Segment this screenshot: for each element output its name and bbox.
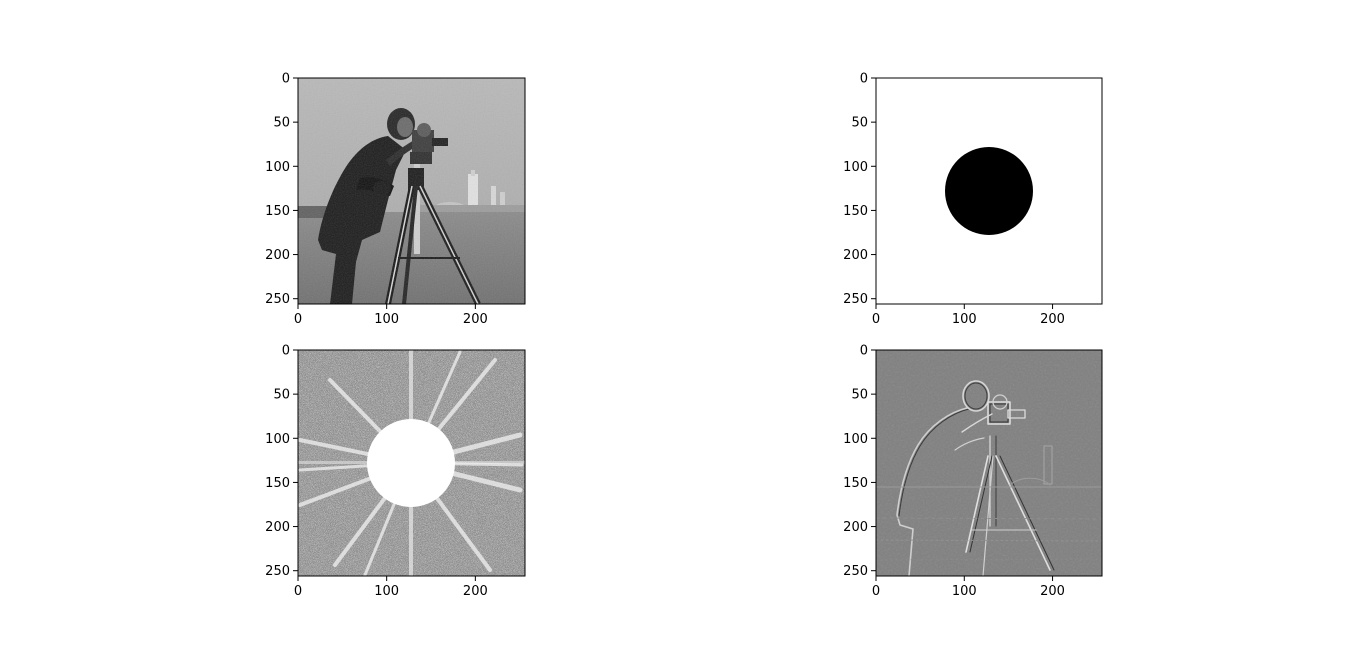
x-axis: 0 100 200: [872, 304, 1065, 327]
y-tick-label: 0: [860, 72, 868, 87]
axes-frame: [875, 77, 1103, 305]
y-tick-label: 150: [265, 204, 290, 219]
y-tick-label: 0: [860, 344, 868, 359]
y-tick-label: 50: [273, 116, 290, 131]
x-tick-label: 0: [872, 584, 880, 599]
x-axis: 0 100 200: [294, 576, 488, 599]
x-tick-label: 200: [1040, 312, 1065, 327]
y-tick-label: 200: [265, 520, 290, 535]
y-tick-label: 50: [851, 116, 868, 131]
x-tick-label: 200: [463, 312, 488, 327]
y-axis: 0 50 100 150 200 250: [265, 72, 298, 307]
axes-original: 0 100 200 0 50 100 150 200 250: [265, 72, 526, 327]
y-axis: 0 50 100 150 200 250: [843, 72, 876, 307]
x-axis: 0 100 200: [872, 576, 1065, 599]
x-tick-label: 100: [952, 584, 977, 599]
y-tick-label: 150: [843, 476, 868, 491]
x-tick-label: 0: [872, 312, 880, 327]
x-tick-label: 0: [294, 312, 302, 327]
x-tick-label: 200: [1040, 584, 1065, 599]
y-tick-label: 150: [843, 204, 868, 219]
axes-mask: 0 100 200 0 50 100 150 200 250: [843, 72, 1103, 327]
y-tick-label: 100: [265, 160, 290, 175]
y-tick-label: 100: [843, 160, 868, 175]
axes-masked-spectrum: 0 100 200 0 50 100 150 200 250: [265, 344, 526, 599]
x-tick-label: 100: [952, 312, 977, 327]
axes-frame: [297, 349, 526, 577]
axes-frame: [297, 77, 526, 305]
photo-original: [298, 78, 525, 304]
y-tick-label: 100: [265, 432, 290, 447]
y-tick-label: 150: [265, 476, 290, 491]
y-tick-label: 200: [843, 248, 868, 263]
x-tick-label: 0: [294, 584, 302, 599]
y-tick-label: 200: [265, 248, 290, 263]
y-tick-label: 50: [851, 388, 868, 403]
spectrum-masked-disk: [367, 419, 455, 507]
y-tick-label: 0: [282, 344, 290, 359]
x-tick-label: 200: [463, 584, 488, 599]
y-tick-label: 200: [843, 520, 868, 535]
y-tick-label: 250: [843, 292, 868, 307]
axes-high-pass-result: 0 100 200 0 50 100 150 200 250: [843, 344, 1103, 599]
y-tick-label: 250: [265, 292, 290, 307]
y-axis: 0 50 100 150 200 250: [843, 344, 876, 579]
axes-frame: [875, 349, 1103, 577]
x-tick-label: 100: [374, 584, 399, 599]
y-tick-label: 0: [282, 72, 290, 87]
x-axis: 0 100 200: [294, 304, 488, 327]
y-tick-label: 250: [265, 564, 290, 579]
y-tick-label: 100: [843, 432, 868, 447]
y-tick-label: 250: [843, 564, 868, 579]
y-tick-label: 50: [273, 388, 290, 403]
edges-image: [876, 350, 1102, 576]
y-axis: 0 50 100 150 200 250: [265, 344, 298, 579]
mask-disk: [945, 147, 1033, 235]
x-tick-label: 100: [374, 312, 399, 327]
spectrum-image: [298, 350, 525, 576]
